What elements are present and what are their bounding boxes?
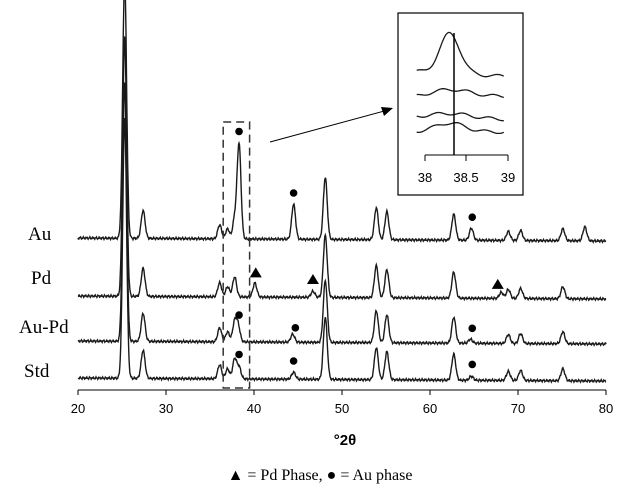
x-tick-label-80: 80	[599, 401, 613, 416]
pd-phase-marker	[306, 274, 319, 284]
x-tick-label-30: 30	[159, 401, 173, 416]
trace-pd	[77, 36, 607, 302]
trace-au-pd	[77, 82, 607, 347]
inset-tick-label-38-5: 38.5	[453, 170, 478, 185]
x-axis-title: °2θ	[334, 432, 356, 449]
series-label-std: Std	[24, 361, 50, 382]
phase-markers	[235, 127, 504, 369]
series-label-au-pd: Au-Pd	[19, 317, 69, 338]
pd-phase-marker	[491, 278, 504, 289]
au-phase-marker	[468, 360, 477, 369]
series-label-au: Au	[28, 224, 52, 245]
inset-tick-label-38: 38	[418, 170, 432, 185]
highlight-region-box	[222, 121, 251, 389]
x-tick-label-40: 40	[247, 401, 261, 416]
au-phase-marker	[468, 213, 477, 221]
au-phase-marker	[468, 324, 477, 333]
x-axis-ticks: 20 30 40 50 60 70 80	[71, 390, 613, 416]
trace-au	[77, 0, 607, 244]
au-phase-marker	[289, 357, 298, 365]
x-tick-label-70: 70	[511, 401, 525, 416]
au-phase-marker	[235, 127, 243, 136]
x-tick-label-50: 50	[335, 401, 349, 416]
inset-tick-label-39: 39	[501, 170, 515, 185]
inset-trace	[416, 88, 505, 99]
inset-trace	[416, 122, 504, 135]
inset-zoom-panel: 38 38.5 39	[397, 12, 524, 196]
inset-trace	[416, 31, 505, 78]
series-label-pd: Pd	[31, 268, 52, 289]
inset-trace	[416, 111, 504, 122]
zoom-arrow	[269, 109, 389, 143]
zoom-arrowhead	[381, 107, 393, 116]
x-tick-label-60: 60	[423, 401, 437, 416]
pd-phase-marker	[249, 267, 262, 278]
inset-frame	[397, 12, 524, 196]
trace-std	[77, 117, 607, 384]
x-tick-label-20: 20	[71, 401, 85, 416]
au-phase-marker	[289, 189, 298, 197]
xrd-traces	[77, 0, 607, 384]
au-phase-marker	[235, 311, 243, 319]
au-phase-marker	[235, 350, 243, 359]
inset-traces	[416, 31, 505, 135]
phase-legend: ▲ = Pd Phase, ● = Au phase	[228, 467, 413, 484]
au-phase-marker	[291, 324, 300, 332]
